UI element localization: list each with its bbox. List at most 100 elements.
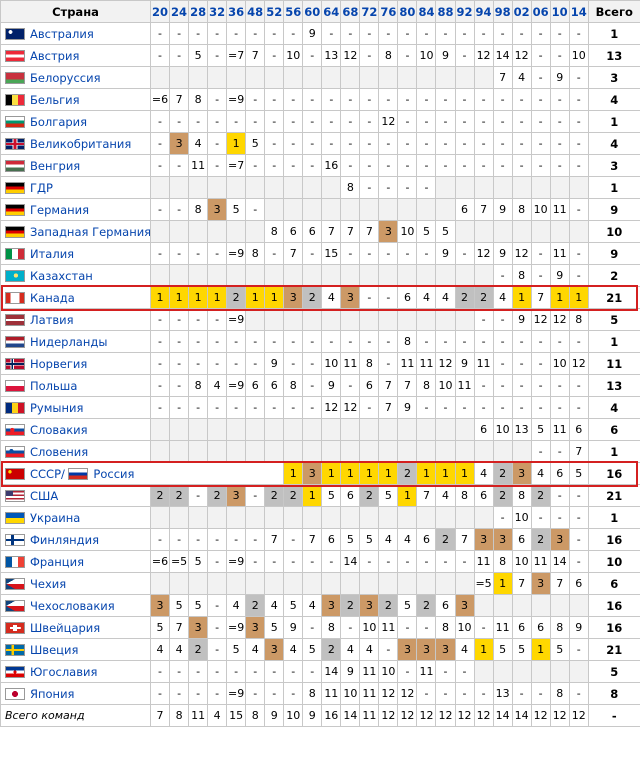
country-link[interactable]: Италия (30, 246, 75, 261)
result-cell: 4 (321, 286, 342, 309)
country-link[interactable]: Венгрия (30, 158, 81, 173)
result-cell: - (549, 330, 570, 353)
result-cell (416, 572, 437, 595)
result-cell: 8 (511, 264, 532, 287)
result-cell: - (378, 550, 399, 573)
column-header-total[interactable]: Всего (587, 0, 640, 23)
country-link[interactable]: Франция (30, 554, 84, 569)
country-link[interactable]: Чехия (30, 576, 67, 591)
column-header-year[interactable]: 28 (188, 0, 209, 23)
column-header-year[interactable]: 24 (169, 0, 190, 23)
country-link[interactable]: Канада (30, 290, 75, 305)
result-cell: 6 (530, 616, 551, 639)
country-link[interactable]: США (30, 488, 59, 503)
country-link[interactable]: Нидерланды (30, 334, 108, 349)
column-header-year[interactable]: 02 (511, 0, 532, 23)
country-link[interactable]: Словения (30, 444, 89, 459)
result-cell: 3 (226, 484, 247, 507)
result-cell: - (568, 242, 589, 265)
country-link[interactable]: Латвия (30, 312, 74, 327)
column-header-year[interactable]: 60 (302, 0, 323, 23)
column-header-year[interactable]: 76 (378, 0, 399, 23)
column-header-year[interactable]: 72 (359, 0, 380, 23)
table-row: Канада 1 1 1 1 2 1 1 3 2 4 3- -6 4 4 2 2 4 1 7 1 1 21 (0, 286, 640, 309)
result-cell (473, 220, 494, 243)
result-cell: - (321, 22, 342, 45)
country-link[interactable]: Западная Германия (30, 224, 151, 239)
column-header-year[interactable]: 98 (492, 0, 513, 23)
column-header-year[interactable]: 32 (207, 0, 228, 23)
country-link[interactable]: Белоруссия (30, 70, 101, 85)
result-cell (264, 572, 285, 595)
country-link[interactable]: Югославия (30, 664, 98, 679)
column-header-year[interactable]: 20 (150, 0, 171, 23)
result-cell: - (549, 154, 570, 177)
country-link[interactable]: Казахстан (30, 268, 93, 283)
country-link[interactable]: Германия (30, 202, 90, 217)
country-link[interactable]: Румыния (30, 400, 84, 415)
country-link[interactable]: Болгария (30, 114, 88, 129)
result-cell: 9 (340, 660, 361, 683)
country-link[interactable]: Австрия (30, 48, 80, 63)
result-cell: - (302, 330, 323, 353)
result-cell: - (188, 110, 209, 133)
result-cell: 6 (473, 484, 494, 507)
country-link[interactable]: Швейцария (30, 620, 101, 635)
column-header-year[interactable]: 48 (245, 0, 266, 23)
column-header-country[interactable]: Страна (0, 0, 152, 23)
result-cell: - (245, 330, 266, 353)
country-link[interactable]: СССР/ (30, 466, 65, 481)
column-header-year[interactable]: 36 (226, 0, 247, 23)
country-link[interactable]: Австралия (30, 26, 94, 41)
result-cell: 12 (473, 242, 494, 265)
column-header-year[interactable]: 80 (397, 0, 418, 23)
result-cell: - (340, 242, 361, 265)
result-cell: 3 (511, 462, 532, 485)
russia-flag-icon (68, 467, 89, 480)
column-header-year[interactable]: 64 (321, 0, 342, 23)
country-link[interactable]: Украина (30, 510, 81, 525)
country-link[interactable]: Норвегия (30, 356, 88, 371)
result-cell: 3 (549, 528, 570, 551)
result-cell: - (150, 330, 171, 353)
result-cell: 3 (492, 528, 513, 551)
result-cell: 7 (340, 220, 361, 243)
country-link-secondary[interactable]: Россия (93, 466, 135, 481)
country-link[interactable]: Польша (30, 378, 78, 393)
result-cell (245, 176, 266, 199)
result-cell: 6 (568, 572, 589, 595)
column-header-year[interactable]: 14 (568, 0, 589, 23)
country-cell: ГДР (0, 176, 152, 199)
result-cell: - (207, 110, 228, 133)
result-cell (321, 66, 342, 89)
result-cell: 14 (492, 44, 513, 67)
column-header-year[interactable]: 52 (264, 0, 285, 23)
country-link[interactable]: Япония (30, 686, 75, 701)
country-link[interactable]: Словакия (30, 422, 88, 437)
column-header-year[interactable]: 68 (340, 0, 361, 23)
country-link[interactable]: Чехословакия (30, 598, 115, 613)
column-header-year[interactable]: 88 (435, 0, 456, 23)
column-header-year[interactable]: 06 (530, 0, 551, 23)
country-link[interactable]: Бельгия (30, 92, 80, 107)
column-header-year[interactable]: 92 (454, 0, 475, 23)
result-cell: 13 (511, 418, 532, 441)
country-link[interactable]: Финляндия (30, 532, 100, 547)
country-link[interactable]: Великобритания (30, 136, 132, 151)
total-cell: 9 (587, 198, 640, 221)
result-cell: =9 (226, 550, 247, 573)
total-cell: 11 (587, 352, 640, 375)
result-cell: 11 (492, 616, 513, 639)
result-cell: 1 (150, 286, 171, 309)
column-header-year[interactable]: 56 (283, 0, 304, 23)
column-header-year[interactable]: 84 (416, 0, 437, 23)
country-link[interactable]: Швеция (30, 642, 79, 657)
result-cell: 7 (378, 396, 399, 419)
country-link[interactable]: ГДР (30, 180, 53, 195)
column-header-year[interactable]: 10 (549, 0, 570, 23)
result-cell: - (207, 352, 228, 375)
result-cell (226, 572, 247, 595)
result-cell: 6 (245, 374, 266, 397)
column-header-year[interactable]: 94 (473, 0, 494, 23)
result-cell: 4 (150, 638, 171, 661)
